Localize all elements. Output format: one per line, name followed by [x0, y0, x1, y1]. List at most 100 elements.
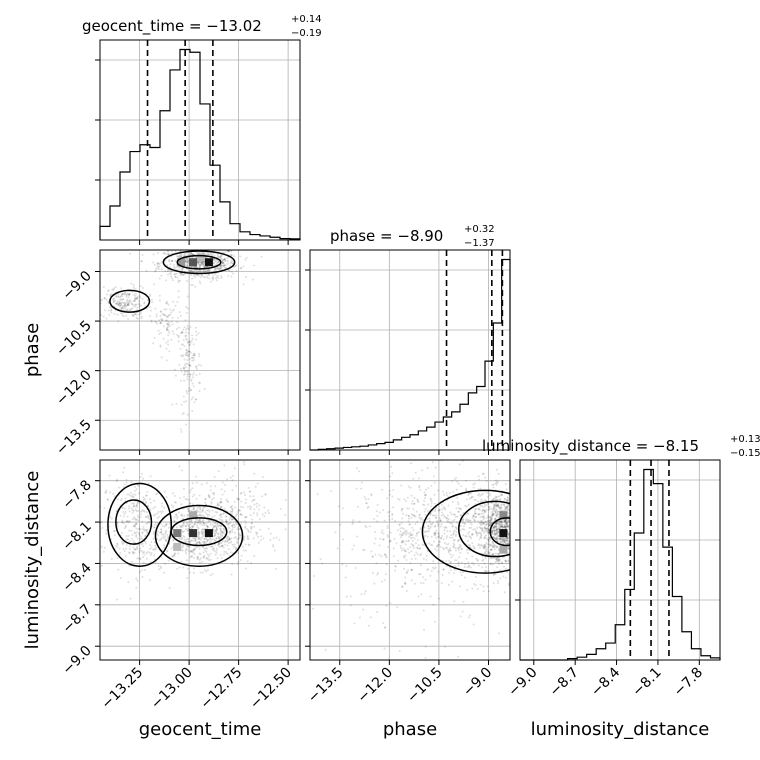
sample-point [154, 513, 157, 516]
sample-point [499, 524, 502, 527]
sample-point [239, 559, 242, 562]
sample-point [396, 606, 399, 609]
sample-point [511, 531, 513, 533]
sample-point [205, 547, 208, 550]
sample-point [180, 514, 183, 517]
sample-point [139, 296, 142, 299]
sample-point [171, 555, 174, 558]
sample-point [145, 542, 148, 545]
sample-point [208, 559, 211, 562]
sample-point [413, 537, 416, 540]
sample-point [515, 525, 517, 527]
sample-point [384, 573, 387, 576]
sample-point [209, 523, 212, 526]
sample-point [503, 559, 506, 562]
sample-point [409, 531, 412, 534]
sample-point [529, 521, 531, 523]
sample-point [153, 514, 156, 517]
sample-point [144, 535, 147, 538]
sample-point [236, 538, 239, 541]
sample-point [446, 514, 449, 517]
sample-point [159, 566, 162, 569]
sample-point [124, 307, 127, 310]
sample-point [527, 529, 529, 531]
sample-point [138, 313, 141, 316]
sample-point [116, 545, 119, 548]
sample-point [128, 520, 131, 523]
sample-point [449, 553, 452, 556]
sample-point [457, 507, 460, 510]
sample-point [404, 550, 407, 553]
sample-point [493, 525, 496, 528]
sample-point [137, 516, 140, 519]
sample-point [531, 535, 533, 537]
sample-point [138, 294, 141, 297]
sample-point [128, 300, 131, 303]
sample-point [186, 370, 189, 373]
sample-point [505, 520, 508, 523]
sample-point [224, 251, 227, 254]
sample-point [495, 536, 498, 539]
sample-point [394, 569, 397, 572]
sample-point [130, 282, 133, 285]
sample-point [126, 292, 129, 295]
sample-point [223, 264, 226, 267]
sample-point [165, 529, 168, 532]
sample-point [231, 518, 234, 521]
sample-point [191, 549, 194, 552]
sample-point [505, 506, 508, 509]
sample-point [484, 520, 487, 523]
sample-point [146, 550, 149, 553]
sample-point [243, 535, 246, 538]
sample-point [213, 550, 216, 553]
sample-point [201, 531, 204, 534]
sample-point [413, 554, 416, 557]
sample-point [505, 499, 508, 502]
sample-point [167, 303, 170, 306]
sample-point [429, 595, 432, 598]
sample-point [436, 535, 439, 538]
sample-point [510, 522, 512, 524]
sample-point [485, 570, 488, 573]
sample-point [214, 534, 217, 537]
sample-point [515, 519, 517, 521]
sample-point [488, 521, 491, 524]
sample-point [135, 518, 138, 521]
sample-point [538, 568, 540, 570]
sample-point [255, 502, 258, 505]
sample-point [182, 339, 185, 342]
sample-point [168, 308, 171, 311]
sample-point [220, 246, 222, 248]
sample-point [220, 545, 223, 548]
sample-point [226, 500, 229, 503]
sample-point [410, 543, 413, 546]
sample-point [368, 525, 371, 528]
sample-point [440, 537, 443, 540]
sample-point [216, 261, 219, 264]
sample-point [411, 536, 414, 539]
sample-point [166, 323, 169, 326]
sample-point [111, 288, 114, 291]
sample-point [188, 491, 191, 494]
sample-point [158, 568, 161, 571]
sample-point [490, 548, 493, 551]
sample-point [181, 331, 184, 334]
sample-point [522, 496, 524, 498]
sample-point [145, 511, 148, 514]
sample-point [484, 557, 487, 560]
sample-point [496, 504, 499, 507]
sample-point [529, 502, 531, 504]
sample-point [195, 509, 198, 512]
sample-point [418, 516, 421, 519]
sample-point [525, 513, 527, 515]
sample-point [494, 517, 497, 520]
sample-point [239, 505, 242, 508]
sample-point [513, 526, 515, 528]
sample-point [160, 318, 163, 321]
sample-point [213, 543, 216, 546]
sample-point [465, 557, 468, 560]
sample-point [488, 524, 491, 527]
sample-point [504, 526, 507, 529]
sample-point [219, 527, 222, 530]
sample-point [500, 561, 503, 564]
